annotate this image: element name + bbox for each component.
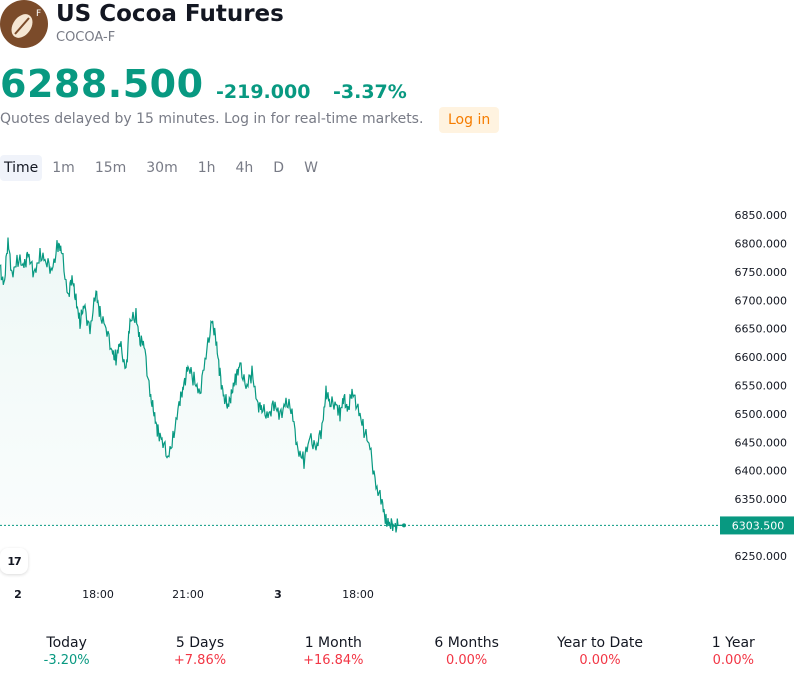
period-today[interactable]: Today -3.20% xyxy=(0,634,133,670)
y-tick-label: 6450.000 xyxy=(735,436,788,449)
performance-periods: Today -3.20% 5 Days +7.86% 1 Month +16.8… xyxy=(0,634,800,670)
period-label: Today xyxy=(46,635,87,651)
period-value: 0.00% xyxy=(445,653,488,668)
y-tick-label: 6500.000 xyxy=(735,408,788,421)
x-tick-label: 2 xyxy=(14,588,22,601)
period-label: 5 Days xyxy=(175,635,225,651)
last-price-badge xyxy=(720,516,794,535)
tab-1h[interactable]: 1h xyxy=(197,160,216,176)
y-tick-label: 6650.000 xyxy=(735,323,788,336)
x-tick-label: 21:00 xyxy=(172,588,204,601)
x-tick-label: 3 xyxy=(274,588,282,601)
tab-4h[interactable]: 4h xyxy=(235,160,254,176)
y-tick-label: 6350.000 xyxy=(735,493,788,506)
period-1-year[interactable]: 1 Year 0.00% xyxy=(667,634,800,670)
period-label: Year to Date xyxy=(556,635,643,651)
x-tick-label: 18:00 xyxy=(82,588,114,601)
tab-30m[interactable]: 30m xyxy=(146,160,178,176)
period-value: 0.00% xyxy=(712,653,754,668)
tab-1m[interactable]: 1m xyxy=(52,160,75,176)
y-tick-label: 6750.000 xyxy=(735,266,788,279)
symbol-ticker: COCOA-F xyxy=(56,30,116,45)
cocoa-bean-icon: F xyxy=(11,9,41,38)
period-5-days[interactable]: 5 Days +7.86% xyxy=(133,634,266,670)
price-change: -219.000 xyxy=(216,81,311,103)
period-label: 1 Month xyxy=(304,635,362,651)
x-tick-label: 18:00 xyxy=(342,588,374,601)
last-price-dot xyxy=(402,523,406,528)
tradingview-logo-icon[interactable]: 17 xyxy=(0,548,28,574)
period-value: 0.00% xyxy=(579,653,621,668)
price-line xyxy=(0,237,404,533)
y-tick-label: 6303.500 xyxy=(732,519,785,532)
logo-badge: F xyxy=(36,9,41,19)
symbol-logo: F xyxy=(0,0,48,48)
delay-note: Quotes delayed by 15 minutes. Log in for… xyxy=(0,111,424,127)
symbol-title: US Cocoa Futures xyxy=(56,1,284,27)
login-button[interactable]: Log in xyxy=(439,107,500,133)
y-tick-label: 6700.000 xyxy=(735,294,788,307)
period-value: -3.20% xyxy=(43,653,90,668)
y-tick-label: 6400.000 xyxy=(735,465,788,478)
period-value: +7.86% xyxy=(173,653,227,668)
y-tick-label: 6550.000 xyxy=(735,380,788,393)
tab-time[interactable]: Time xyxy=(0,155,43,181)
y-tick-label: 6850.000 xyxy=(735,209,788,222)
price-chart[interactable]: 6850.000 6800.000 6750.000 6700.000 6650.000… xyxy=(0,190,800,610)
tab-d[interactable]: D xyxy=(273,160,285,176)
period-1-month[interactable]: 1 Month +16.84% xyxy=(267,634,400,670)
period-value: +16.84% xyxy=(303,653,364,668)
tab-15m[interactable]: 15m xyxy=(94,160,127,176)
price-change-percent: -3.37% xyxy=(333,81,407,103)
period-label: 1 Year xyxy=(711,635,755,651)
tab-w[interactable]: W xyxy=(304,160,318,176)
price-chart-svg[interactable]: 6850.000 6800.000 6750.000 6700.000 6650.000… xyxy=(0,190,800,610)
period-year-to-date[interactable]: Year to Date 0.00% xyxy=(533,634,666,670)
period-label: 6 Months xyxy=(434,635,499,651)
interval-tabs: Time 1m 15m 30m 1h 4h D W xyxy=(0,155,328,181)
y-tick-label: 6600.000 xyxy=(735,351,788,364)
y-tick-label: 6250.000 xyxy=(735,550,788,563)
period-6-months[interactable]: 6 Months 0.00% xyxy=(400,634,533,670)
last-price: 6288.500 xyxy=(0,62,204,106)
y-tick-label: 6800.000 xyxy=(735,238,788,251)
